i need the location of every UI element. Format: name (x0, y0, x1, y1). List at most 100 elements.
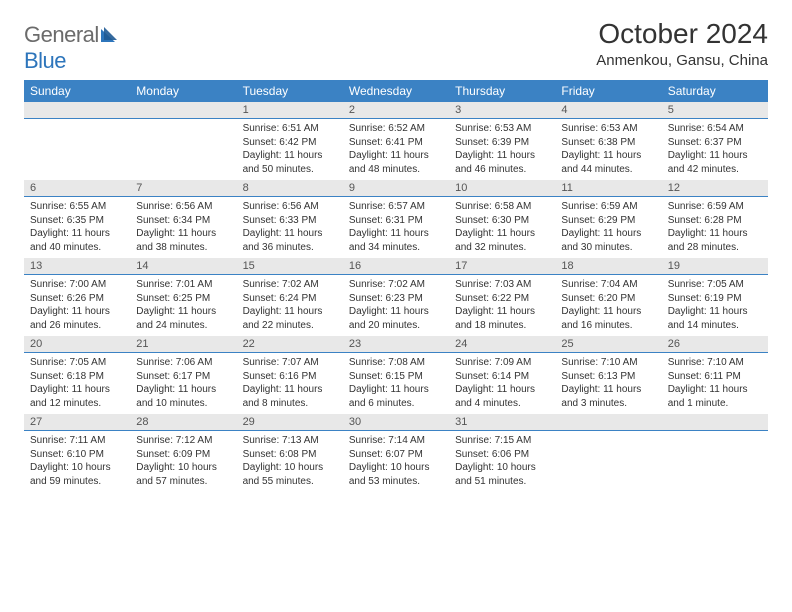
calendar-cell (130, 102, 236, 180)
sunrise-label: Sunrise: 7:06 AM (136, 356, 230, 370)
daylight-label: Daylight: 11 hours and 22 minutes. (243, 305, 337, 332)
cell-body: Sunrise: 6:53 AMSunset: 6:39 PMDaylight:… (449, 119, 555, 180)
day-number-bar: 5 (662, 102, 768, 119)
day-number-bar: 21 (130, 336, 236, 353)
weekday-header: Friday (555, 80, 661, 102)
sunrise-label: Sunrise: 7:05 AM (30, 356, 124, 370)
sunrise-label: Sunrise: 6:53 AM (455, 122, 549, 136)
daylight-label: Daylight: 10 hours and 53 minutes. (349, 461, 443, 488)
sunrise-label: Sunrise: 6:54 AM (668, 122, 762, 136)
calendar-cell: 7Sunrise: 6:56 AMSunset: 6:34 PMDaylight… (130, 180, 236, 258)
daylight-label: Daylight: 11 hours and 16 minutes. (561, 305, 655, 332)
sunrise-label: Sunrise: 7:09 AM (455, 356, 549, 370)
weekday-header: Thursday (449, 80, 555, 102)
cell-body: Sunrise: 6:54 AMSunset: 6:37 PMDaylight:… (662, 119, 768, 180)
sunrise-label: Sunrise: 7:00 AM (30, 278, 124, 292)
calendar-cell: 18Sunrise: 7:04 AMSunset: 6:20 PMDayligh… (555, 258, 661, 336)
calendar-cell: 2Sunrise: 6:52 AMSunset: 6:41 PMDaylight… (343, 102, 449, 180)
daylight-label: Daylight: 11 hours and 30 minutes. (561, 227, 655, 254)
cell-body: Sunrise: 6:56 AMSunset: 6:34 PMDaylight:… (130, 197, 236, 258)
sunrise-label: Sunrise: 7:11 AM (30, 434, 124, 448)
sunrise-label: Sunrise: 7:07 AM (243, 356, 337, 370)
month-title: October 2024 (596, 18, 768, 50)
sunset-label: Sunset: 6:23 PM (349, 292, 443, 306)
day-number-bar: 18 (555, 258, 661, 275)
sunset-label: Sunset: 6:33 PM (243, 214, 337, 228)
calendar-cell: 30Sunrise: 7:14 AMSunset: 6:07 PMDayligh… (343, 414, 449, 492)
cell-body: Sunrise: 7:10 AMSunset: 6:13 PMDaylight:… (555, 353, 661, 414)
sunrise-label: Sunrise: 7:10 AM (561, 356, 655, 370)
day-number-bar: 7 (130, 180, 236, 197)
daylight-label: Daylight: 11 hours and 3 minutes. (561, 383, 655, 410)
cell-body (662, 431, 768, 438)
cell-body: Sunrise: 6:56 AMSunset: 6:33 PMDaylight:… (237, 197, 343, 258)
sunset-label: Sunset: 6:16 PM (243, 370, 337, 384)
sunrise-label: Sunrise: 6:57 AM (349, 200, 443, 214)
logo-text: GeneralBlue (24, 22, 121, 74)
cell-body: Sunrise: 7:13 AMSunset: 6:08 PMDaylight:… (237, 431, 343, 492)
sunrise-label: Sunrise: 7:13 AM (243, 434, 337, 448)
daylight-label: Daylight: 11 hours and 48 minutes. (349, 149, 443, 176)
weekday-header: Monday (130, 80, 236, 102)
daylight-label: Daylight: 11 hours and 24 minutes. (136, 305, 230, 332)
cell-body: Sunrise: 7:08 AMSunset: 6:15 PMDaylight:… (343, 353, 449, 414)
cell-body: Sunrise: 7:02 AMSunset: 6:24 PMDaylight:… (237, 275, 343, 336)
calendar-cell (555, 414, 661, 492)
calendar-cell: 14Sunrise: 7:01 AMSunset: 6:25 PMDayligh… (130, 258, 236, 336)
cell-body: Sunrise: 6:58 AMSunset: 6:30 PMDaylight:… (449, 197, 555, 258)
daylight-label: Daylight: 10 hours and 57 minutes. (136, 461, 230, 488)
cell-body: Sunrise: 7:02 AMSunset: 6:23 PMDaylight:… (343, 275, 449, 336)
calendar-cell (662, 414, 768, 492)
cell-body: Sunrise: 7:03 AMSunset: 6:22 PMDaylight:… (449, 275, 555, 336)
cell-body: Sunrise: 6:53 AMSunset: 6:38 PMDaylight:… (555, 119, 661, 180)
sunrise-label: Sunrise: 6:53 AM (561, 122, 655, 136)
day-number-bar (662, 414, 768, 431)
calendar-week: 1Sunrise: 6:51 AMSunset: 6:42 PMDaylight… (24, 102, 768, 180)
sunset-label: Sunset: 6:24 PM (243, 292, 337, 306)
sunrise-label: Sunrise: 6:52 AM (349, 122, 443, 136)
day-number-bar: 9 (343, 180, 449, 197)
cell-body: Sunrise: 6:51 AMSunset: 6:42 PMDaylight:… (237, 119, 343, 180)
cell-body: Sunrise: 7:05 AMSunset: 6:19 PMDaylight:… (662, 275, 768, 336)
calendar-cell: 31Sunrise: 7:15 AMSunset: 6:06 PMDayligh… (449, 414, 555, 492)
daylight-label: Daylight: 11 hours and 10 minutes. (136, 383, 230, 410)
calendar-cell: 13Sunrise: 7:00 AMSunset: 6:26 PMDayligh… (24, 258, 130, 336)
sunrise-label: Sunrise: 7:14 AM (349, 434, 443, 448)
day-number-bar: 8 (237, 180, 343, 197)
cell-body: Sunrise: 7:10 AMSunset: 6:11 PMDaylight:… (662, 353, 768, 414)
daylight-label: Daylight: 11 hours and 8 minutes. (243, 383, 337, 410)
calendar-cell: 20Sunrise: 7:05 AMSunset: 6:18 PMDayligh… (24, 336, 130, 414)
weekday-header: Sunday (24, 80, 130, 102)
calendar-page: GeneralBlue October 2024 Anmenkou, Gansu… (0, 0, 792, 492)
cell-body: Sunrise: 6:59 AMSunset: 6:28 PMDaylight:… (662, 197, 768, 258)
day-number-bar: 14 (130, 258, 236, 275)
sunset-label: Sunset: 6:18 PM (30, 370, 124, 384)
sunrise-label: Sunrise: 6:58 AM (455, 200, 549, 214)
calendar-cell: 6Sunrise: 6:55 AMSunset: 6:35 PMDaylight… (24, 180, 130, 258)
cell-body: Sunrise: 6:57 AMSunset: 6:31 PMDaylight:… (343, 197, 449, 258)
calendar-grid: SundayMondayTuesdayWednesdayThursdayFrid… (24, 80, 768, 492)
calendar-cell: 27Sunrise: 7:11 AMSunset: 6:10 PMDayligh… (24, 414, 130, 492)
day-number-bar (555, 414, 661, 431)
sunrise-label: Sunrise: 7:10 AM (668, 356, 762, 370)
sunset-label: Sunset: 6:17 PM (136, 370, 230, 384)
cell-body: Sunrise: 7:06 AMSunset: 6:17 PMDaylight:… (130, 353, 236, 414)
day-number-bar: 19 (662, 258, 768, 275)
day-number-bar: 6 (24, 180, 130, 197)
sunset-label: Sunset: 6:26 PM (30, 292, 124, 306)
daylight-label: Daylight: 11 hours and 50 minutes. (243, 149, 337, 176)
location-label: Anmenkou, Gansu, China (596, 52, 768, 69)
sunrise-label: Sunrise: 7:02 AM (349, 278, 443, 292)
daylight-label: Daylight: 11 hours and 14 minutes. (668, 305, 762, 332)
calendar-cell: 1Sunrise: 6:51 AMSunset: 6:42 PMDaylight… (237, 102, 343, 180)
sunset-label: Sunset: 6:39 PM (455, 136, 549, 150)
daylight-label: Daylight: 11 hours and 32 minutes. (455, 227, 549, 254)
sunset-label: Sunset: 6:38 PM (561, 136, 655, 150)
sunset-label: Sunset: 6:34 PM (136, 214, 230, 228)
calendar-cell: 21Sunrise: 7:06 AMSunset: 6:17 PMDayligh… (130, 336, 236, 414)
sunset-label: Sunset: 6:09 PM (136, 448, 230, 462)
cell-body (130, 119, 236, 126)
cell-body: Sunrise: 7:01 AMSunset: 6:25 PMDaylight:… (130, 275, 236, 336)
day-number-bar: 16 (343, 258, 449, 275)
sunset-label: Sunset: 6:06 PM (455, 448, 549, 462)
